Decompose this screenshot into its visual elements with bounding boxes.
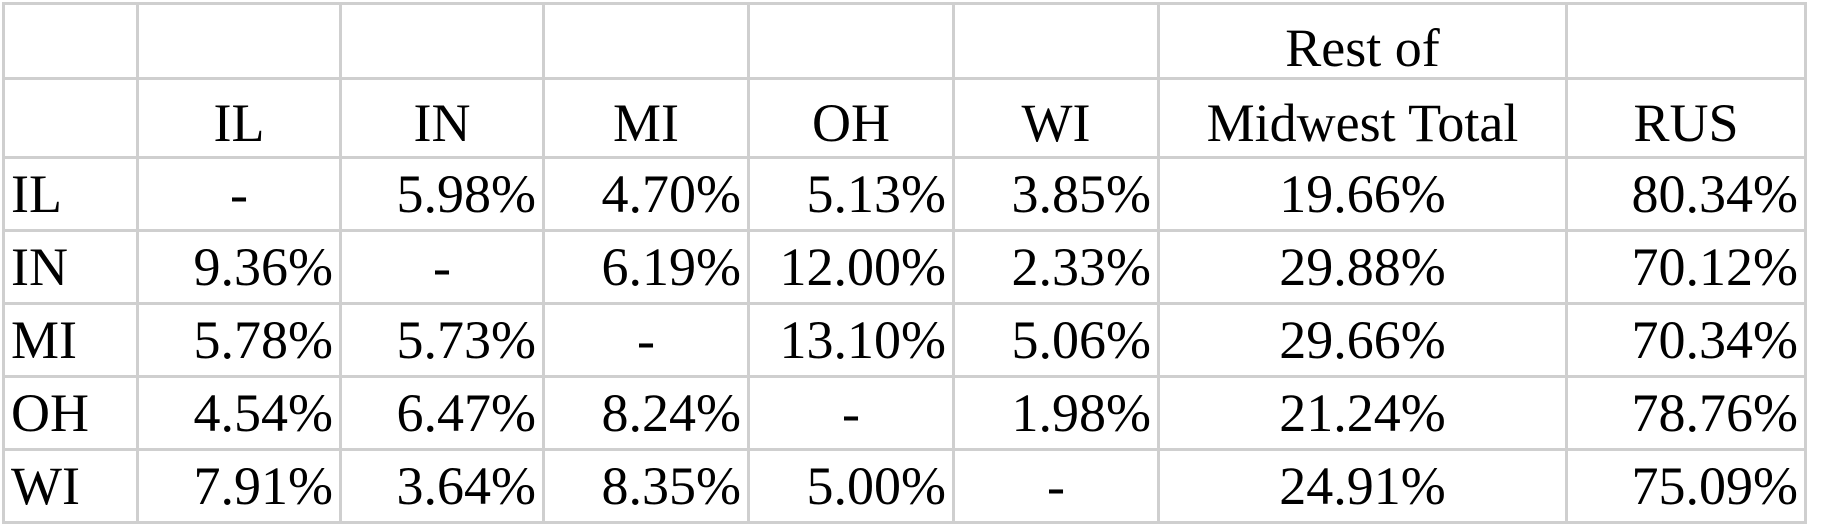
table-cell: 4.54% <box>136 375 342 451</box>
table-cell: 4.70% <box>542 156 750 232</box>
header-corner-cell <box>2 77 139 159</box>
table-cell: - <box>542 302 750 378</box>
table-cell: 19.66% <box>1157 156 1568 232</box>
row-label: OH <box>2 375 139 451</box>
table-cell: - <box>952 448 1160 524</box>
header-top-cell <box>747 2 955 80</box>
table-cell: 3.85% <box>952 156 1160 232</box>
table-cell: 6.47% <box>339 375 545 451</box>
table-row: MI 5.78% 5.73% - 13.10% 5.06% 29.66% 70.… <box>2 302 1807 378</box>
column-header-midwest-total: Midwest Total <box>1157 77 1568 159</box>
table-cell: 7.91% <box>136 448 342 524</box>
table-cell: 8.24% <box>542 375 750 451</box>
column-header-il: IL <box>136 77 342 159</box>
table-cell: 21.24% <box>1157 375 1568 451</box>
table-row: WI 7.91% 3.64% 8.35% 5.00% - 24.91% 75.0… <box>2 448 1807 524</box>
header-row-top: Rest of <box>2 2 1807 80</box>
header-top-cell-rest-of: Rest of <box>1157 2 1568 80</box>
table-cell: 2.33% <box>952 229 1160 305</box>
header-top-cell <box>339 2 545 80</box>
column-header-rus: RUS <box>1565 77 1807 159</box>
table-cell: 29.66% <box>1157 302 1568 378</box>
column-header-wi: WI <box>952 77 1160 159</box>
column-header-oh: OH <box>747 77 955 159</box>
column-header-mi: MI <box>542 77 750 159</box>
header-top-cell <box>542 2 750 80</box>
table-cell: 75.09% <box>1565 448 1807 524</box>
header-top-cell <box>952 2 1160 80</box>
row-label: MI <box>2 302 139 378</box>
row-label: WI <box>2 448 139 524</box>
header-top-cell <box>136 2 342 80</box>
table-cell: 6.19% <box>542 229 750 305</box>
table-cell: 78.76% <box>1565 375 1807 451</box>
table-cell: 12.00% <box>747 229 955 305</box>
table-row: OH 4.54% 6.47% 8.24% - 1.98% 21.24% 78.7… <box>2 375 1807 451</box>
row-label: IL <box>2 156 139 232</box>
table-cell: - <box>136 156 342 232</box>
table-cell: 1.98% <box>952 375 1160 451</box>
table-cell: 13.10% <box>747 302 955 378</box>
table-cell: 29.88% <box>1157 229 1568 305</box>
table-cell: 5.13% <box>747 156 955 232</box>
column-header-in: IN <box>339 77 545 159</box>
table-cell: 80.34% <box>1565 156 1807 232</box>
table-cell: - <box>747 375 955 451</box>
header-row: IL IN MI OH WI Midwest Total RUS <box>2 77 1807 159</box>
table-cell: 5.06% <box>952 302 1160 378</box>
table-cell: 70.34% <box>1565 302 1807 378</box>
table-cell: 9.36% <box>136 229 342 305</box>
table-cell: 70.12% <box>1565 229 1807 305</box>
table-cell: - <box>339 229 545 305</box>
table-cell: 5.98% <box>339 156 545 232</box>
table-cell: 3.64% <box>339 448 545 524</box>
table-cell: 8.35% <box>542 448 750 524</box>
table-row: IN 9.36% - 6.19% 12.00% 2.33% 29.88% 70.… <box>2 229 1807 305</box>
table-cell: 5.78% <box>136 302 342 378</box>
header-top-cell <box>2 2 139 80</box>
table-row: IL - 5.98% 4.70% 5.13% 3.85% 19.66% 80.3… <box>2 156 1807 232</box>
table-cell: 5.00% <box>747 448 955 524</box>
table-cell: 24.91% <box>1157 448 1568 524</box>
header-top-cell <box>1565 2 1807 80</box>
table-cell: 5.73% <box>339 302 545 378</box>
row-label: IN <box>2 229 139 305</box>
